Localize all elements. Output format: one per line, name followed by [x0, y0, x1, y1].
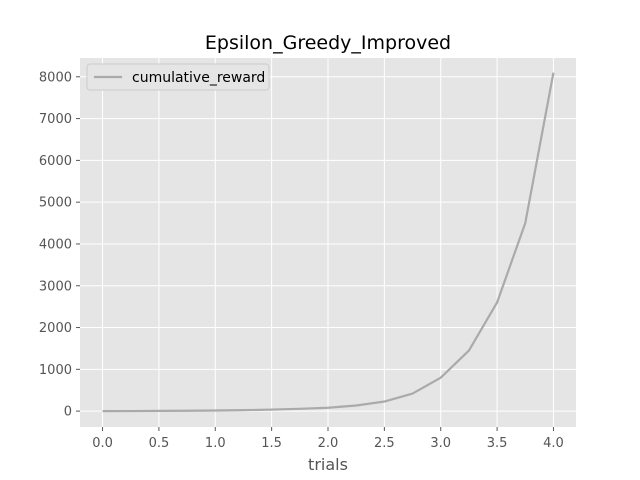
y-tick-label: 2000	[39, 321, 72, 336]
x-axis-label: trials	[308, 455, 348, 474]
y-tick-label: 7000	[39, 112, 72, 127]
x-tick-label: 2.5	[374, 436, 395, 451]
y-tick-label: 5000	[39, 196, 72, 211]
series-line-cumulative-reward	[102, 72, 555, 413]
legend-box	[86, 63, 270, 91]
y-axis-ticks: 0 1000 2000 3000 4000 5000 6000 7000 8000	[39, 70, 80, 420]
x-tick-label: 2.0	[318, 436, 339, 451]
grid	[80, 58, 576, 427]
chart-title: Epsilon_Greedy_Improved	[205, 32, 451, 54]
y-tick-label: 8000	[39, 70, 72, 85]
x-tick-label: 3.0	[430, 436, 451, 451]
x-tick-label: 1.0	[205, 436, 226, 451]
legend-label: cumulative_reward	[132, 70, 265, 86]
x-tick-label: 0.0	[92, 436, 113, 451]
y-tick-label: 6000	[39, 154, 72, 169]
y-tick-label: 3000	[39, 279, 72, 294]
x-tick-label: 3.5	[487, 436, 508, 451]
x-axis-ticks: 0.0 0.5 1.0 1.5 2.0 2.5 3.0 3.5 4.0	[92, 427, 564, 451]
x-tick-label: 4.0	[543, 436, 564, 451]
y-tick-label: 0	[64, 405, 72, 420]
legend: cumulative_reward	[86, 63, 270, 91]
x-tick-label: 1.5	[261, 436, 282, 451]
series-layer	[102, 72, 555, 413]
y-tick-label: 1000	[39, 363, 72, 378]
y-tick-label: 4000	[39, 237, 72, 252]
x-tick-label: 0.5	[149, 436, 170, 451]
